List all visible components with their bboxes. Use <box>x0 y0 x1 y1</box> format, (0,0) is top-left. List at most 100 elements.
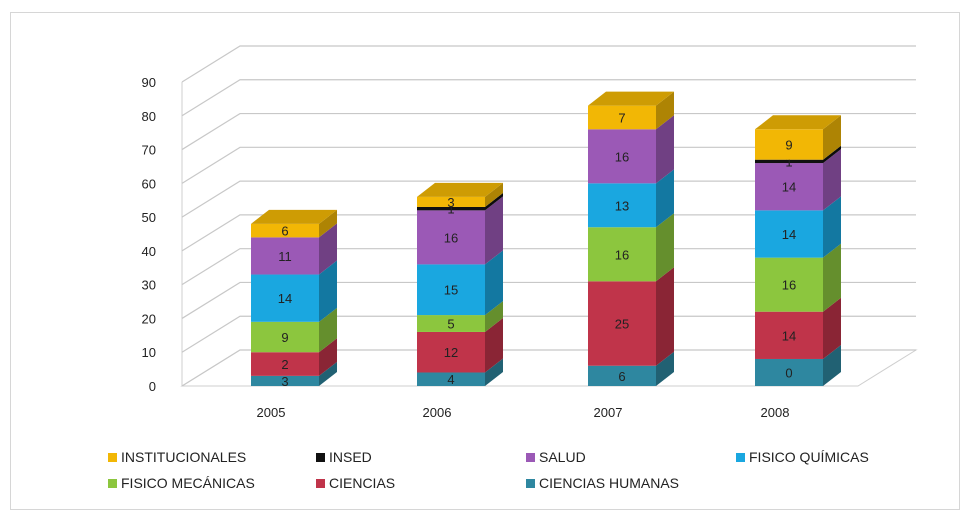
bar-side <box>656 169 674 228</box>
gridline <box>181 281 916 319</box>
y-tick-label: 80 <box>142 109 156 124</box>
bar <box>251 352 319 376</box>
data-label: 6 <box>281 224 288 239</box>
bar-side <box>485 250 503 316</box>
bar-segment: 15 <box>417 250 503 316</box>
bar <box>588 227 656 282</box>
bar-stack-2008: 0 14 16 14 14 1 9 <box>755 115 841 386</box>
bar <box>417 264 485 316</box>
data-label: 14 <box>782 227 796 242</box>
data-label: 11 <box>278 249 292 264</box>
legend-item: FISICO MECÁNICAS <box>108 472 255 494</box>
bar-side <box>485 182 503 207</box>
legend-item: INSTITUCIONALES <box>108 446 246 468</box>
bar-top <box>417 182 503 197</box>
bar-segment: 16 <box>755 243 841 312</box>
legend-label: CIENCIAS HUMANAS <box>539 475 680 491</box>
bar <box>755 163 823 211</box>
gridline <box>181 248 916 286</box>
data-label: 14 <box>278 291 292 306</box>
bar-segment: 9 <box>755 115 841 160</box>
y-tick-label: 60 <box>142 176 156 191</box>
data-label: 9 <box>785 137 792 152</box>
bar-side <box>485 317 503 373</box>
bar-segment: 2 <box>251 338 337 376</box>
gridline <box>181 180 916 218</box>
bar-side <box>656 351 674 386</box>
bar-segment: 4 <box>417 358 503 387</box>
x-tick-label: 2008 <box>761 405 790 420</box>
bar <box>588 129 656 184</box>
data-label: 3 <box>281 374 288 389</box>
bar-side <box>823 344 841 386</box>
y-tick-label: 10 <box>142 345 156 360</box>
bar-side <box>656 115 674 184</box>
data-label: 13 <box>615 198 629 213</box>
data-label: 6 <box>618 369 625 384</box>
bar-segment: 6 <box>588 351 674 386</box>
bar-side <box>485 301 503 332</box>
legend-item: SALUD <box>526 446 586 468</box>
bar <box>251 321 319 353</box>
bar-side <box>485 192 503 211</box>
bar-segment: 13 <box>588 169 674 228</box>
legend-label: FISICO MECÁNICAS <box>121 475 255 491</box>
data-label: 16 <box>444 230 458 245</box>
bar-side <box>319 260 337 322</box>
bar-segment: 25 <box>588 267 674 366</box>
y-tick-label: 40 <box>142 244 156 259</box>
bar-stack-2007: 6 25 16 13 16 7 <box>588 91 674 386</box>
bar-segment: 1 <box>417 192 503 217</box>
bar <box>417 210 485 265</box>
bar-side <box>485 358 503 386</box>
y-axis-ticks: 0 10 20 30 40 50 60 70 80 90 <box>142 75 156 394</box>
bar <box>588 365 656 386</box>
bar-segment: 16 <box>588 213 674 282</box>
data-label: 5 <box>447 317 454 332</box>
bar <box>755 257 823 312</box>
bar <box>251 375 319 386</box>
bar <box>251 274 319 322</box>
data-label: 3 <box>447 195 454 210</box>
bar-top <box>588 91 674 106</box>
bar-segment: 9 <box>251 307 337 353</box>
bar-segment: 14 <box>755 297 841 359</box>
legend-label: INSED <box>329 449 372 465</box>
bar-segment: 5 <box>417 301 503 332</box>
bar-side <box>656 213 674 282</box>
data-label: 1 <box>447 202 454 217</box>
legend-item: CIENCIAS <box>316 472 395 494</box>
legend-swatch <box>526 452 535 462</box>
gridline <box>181 214 916 252</box>
bar-segment: 7 <box>588 91 674 130</box>
bar-segment: 6 <box>251 209 337 239</box>
gridline <box>181 146 916 184</box>
bar-side <box>656 91 674 130</box>
legend-swatch <box>108 478 117 488</box>
bar-side <box>319 338 337 376</box>
x-tick-label: 2005 <box>257 405 286 420</box>
y-tick-label: 0 <box>149 379 156 394</box>
bar <box>755 210 823 258</box>
gridline <box>181 79 916 117</box>
y-tick-label: 30 <box>142 278 156 293</box>
bar <box>417 196 485 207</box>
gridline <box>181 349 916 387</box>
y-tick-label: 90 <box>142 75 156 90</box>
bar-segment: 14 <box>755 196 841 258</box>
bar <box>417 315 485 332</box>
gridline <box>181 45 916 83</box>
bar-side <box>823 149 841 211</box>
x-axis-ticks: 2005 2006 2007 2008 <box>257 405 790 420</box>
bar-side <box>656 267 674 366</box>
bar <box>251 223 319 238</box>
bar-segment: 0 <box>755 344 841 386</box>
legend-swatch <box>316 478 325 488</box>
legend: INSTITUCIONALES INSED SALUD FISICO QUÍMICAS… <box>108 446 928 506</box>
legend-swatch <box>736 452 745 462</box>
data-label: 0 <box>785 365 792 380</box>
bar-segment: 16 <box>588 115 674 184</box>
legend-item: FISICO QUÍMICAS <box>736 446 869 468</box>
